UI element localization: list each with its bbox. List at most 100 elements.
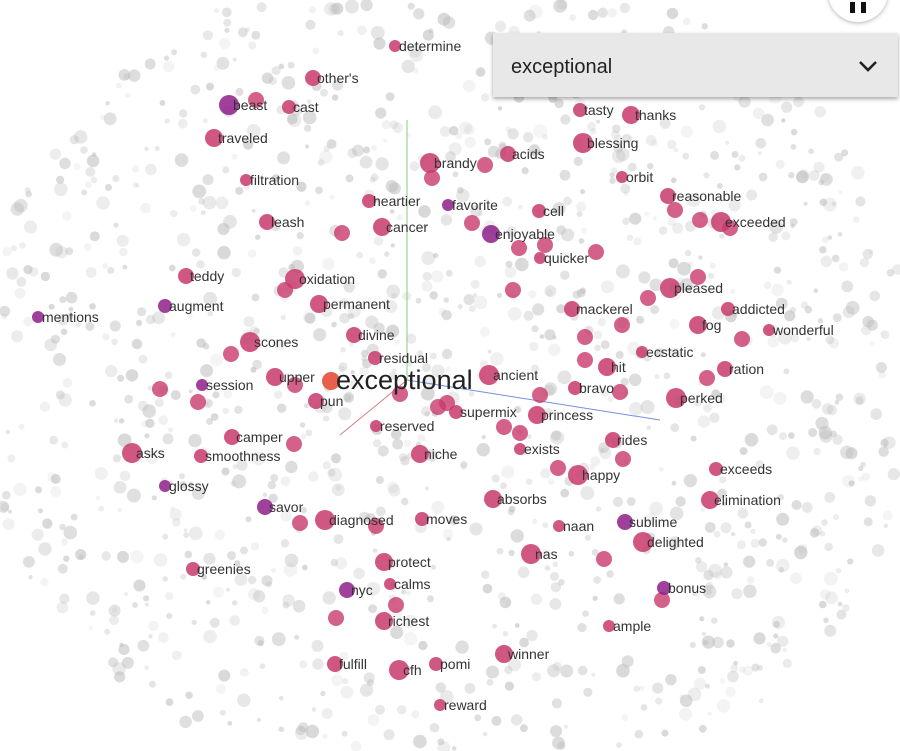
neighbor-point[interactable] — [240, 174, 252, 186]
neighbor-point[interactable] — [532, 204, 546, 218]
neighbor-point[interactable] — [464, 215, 480, 231]
neighbor-point[interactable] — [346, 327, 362, 343]
neighbor-point[interactable] — [514, 443, 526, 455]
neighbor-point[interactable] — [660, 188, 676, 204]
neighbor-point[interactable] — [734, 331, 750, 347]
neighbor-point[interactable] — [505, 282, 521, 298]
neighbor-point[interactable] — [615, 451, 631, 467]
neighbor-point[interactable] — [717, 361, 733, 377]
neighbor-point[interactable] — [622, 106, 640, 124]
neighbor-point[interactable] — [500, 146, 516, 162]
neighbor-point[interactable] — [577, 352, 593, 368]
neighbor-point[interactable] — [701, 491, 719, 509]
neighbor-point[interactable] — [721, 302, 735, 316]
neighbor-point[interactable] — [282, 100, 296, 114]
neighbor-point[interactable] — [375, 612, 393, 630]
neighbor-point[interactable] — [178, 268, 194, 284]
neighbor-point[interactable] — [224, 429, 240, 445]
focus-point-group[interactable]: exceptional — [322, 365, 473, 395]
neighbor-point[interactable] — [617, 514, 633, 530]
neighbor-point[interactable] — [205, 129, 223, 147]
neighbor-point[interactable] — [388, 597, 404, 613]
neighbor-point[interactable] — [633, 532, 653, 552]
neighbor-point[interactable] — [384, 578, 396, 590]
neighbor-point[interactable] — [375, 553, 393, 571]
neighbor-point[interactable] — [692, 212, 708, 228]
neighbor-point[interactable] — [605, 432, 621, 448]
neighbor-point[interactable] — [415, 512, 429, 526]
neighbor-point[interactable] — [482, 225, 500, 243]
neighbor-point[interactable] — [689, 316, 707, 334]
neighbor-point[interactable] — [553, 520, 565, 532]
neighbor-point[interactable] — [532, 387, 548, 403]
neighbor-point[interactable] — [368, 351, 382, 365]
neighbor-point[interactable] — [259, 214, 275, 230]
neighbor-point[interactable] — [667, 202, 683, 218]
neighbor-point[interactable] — [573, 103, 587, 117]
neighbor-point[interactable] — [495, 645, 513, 663]
neighbor-point[interactable] — [616, 171, 628, 183]
neighbor-point[interactable] — [223, 346, 239, 362]
neighbor-point[interactable] — [512, 425, 528, 441]
neighbor-point[interactable] — [328, 610, 344, 626]
neighbor-point[interactable] — [248, 92, 264, 108]
neighbor-point[interactable] — [308, 393, 324, 409]
neighbor-point[interactable] — [577, 329, 593, 345]
neighbor-point[interactable] — [420, 153, 440, 173]
neighbor-point[interactable] — [709, 462, 723, 476]
neighbor-point[interactable] — [368, 518, 384, 534]
neighbor-point[interactable] — [334, 225, 350, 241]
neighbor-point[interactable] — [496, 419, 512, 435]
neighbor-point[interactable] — [219, 95, 239, 115]
neighbor-point[interactable] — [442, 199, 454, 211]
neighbor-point[interactable] — [568, 381, 582, 395]
neighbor-point[interactable] — [434, 699, 446, 711]
focus-point[interactable] — [322, 372, 340, 390]
neighbor-point[interactable] — [479, 365, 499, 385]
neighbor-point[interactable] — [430, 399, 446, 415]
neighbor-point[interactable] — [763, 324, 775, 336]
neighbor-point[interactable] — [257, 499, 273, 515]
neighbor-point[interactable] — [186, 562, 200, 576]
neighbor-point[interactable] — [190, 394, 206, 410]
neighbor-point[interactable] — [588, 244, 604, 260]
chevron-down-icon[interactable] — [858, 59, 878, 73]
neighbor-point[interactable] — [511, 240, 527, 256]
neighbor-point[interactable] — [449, 405, 463, 419]
neighbor-point[interactable] — [305, 70, 321, 86]
neighbor-point[interactable] — [429, 657, 443, 671]
neighbor-point[interactable] — [564, 301, 580, 317]
neighbor-point[interactable] — [392, 386, 408, 402]
neighbor-point[interactable] — [327, 656, 343, 672]
neighbor-point[interactable] — [534, 252, 546, 264]
neighbor-point[interactable] — [194, 449, 208, 463]
neighbor-point[interactable] — [640, 290, 656, 306]
neighbor-point[interactable] — [389, 40, 401, 52]
neighbor-point[interactable] — [666, 388, 686, 408]
neighbor-point[interactable] — [573, 133, 593, 153]
neighbor-point[interactable] — [699, 370, 715, 386]
neighbor-point[interactable] — [654, 592, 670, 608]
neighbor-point[interactable] — [287, 377, 303, 393]
neighbor-point[interactable] — [603, 620, 615, 632]
neighbor-point[interactable] — [424, 170, 440, 186]
neighbor-point[interactable] — [657, 581, 671, 595]
word-select-dropdown[interactable]: exceptional — [493, 33, 898, 97]
neighbor-point[interactable] — [636, 346, 648, 358]
neighbor-point[interactable] — [286, 436, 302, 452]
neighbor-point[interactable] — [240, 332, 260, 352]
neighbor-point[interactable] — [596, 551, 612, 567]
neighbor-point[interactable] — [614, 317, 630, 333]
neighbor-point[interactable] — [612, 384, 628, 400]
neighbor-point[interactable] — [285, 269, 305, 289]
neighbor-point[interactable] — [521, 544, 541, 564]
neighbor-point[interactable] — [152, 381, 168, 397]
neighbor-point[interactable] — [389, 660, 409, 680]
neighbor-point[interactable] — [568, 465, 588, 485]
neighbor-point[interactable] — [411, 445, 429, 463]
neighbor-point[interactable] — [484, 490, 502, 508]
neighbor-point[interactable] — [122, 443, 142, 463]
neighbor-point[interactable] — [711, 212, 731, 232]
neighbor-point[interactable] — [266, 368, 284, 386]
